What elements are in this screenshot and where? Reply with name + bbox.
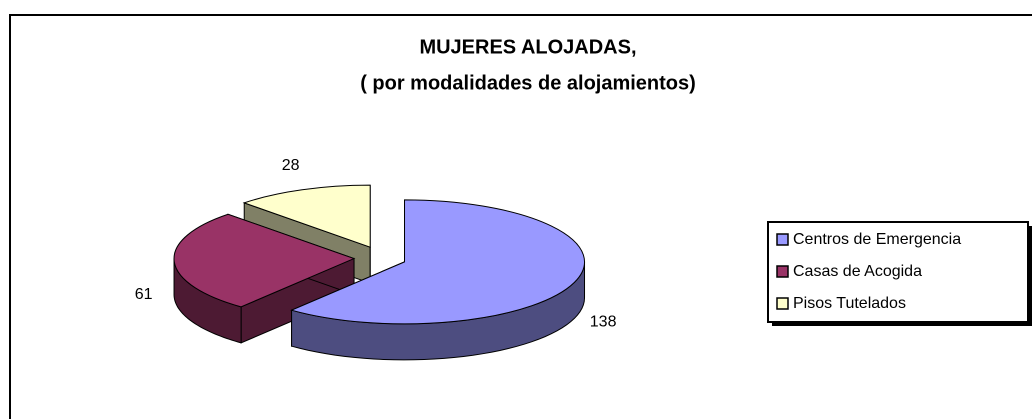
data-label: 61 bbox=[135, 286, 153, 303]
legend-label: Casas de Acogida bbox=[793, 263, 922, 280]
data-label: 138 bbox=[590, 313, 617, 330]
legend-label: Pisos Tutelados bbox=[793, 295, 906, 312]
legend-swatch bbox=[776, 265, 789, 278]
slice bbox=[290, 199, 585, 325]
chart-subtitle: ( por modalidades de alojamientos) bbox=[360, 72, 696, 94]
legend bbox=[767, 221, 1029, 323]
legend-swatch bbox=[776, 233, 789, 246]
slice bbox=[242, 184, 371, 248]
legend-label: Centros de Emergencia bbox=[793, 231, 961, 248]
chart-title: MUJERES ALOJADAS, bbox=[419, 36, 636, 58]
legend-swatch bbox=[776, 297, 789, 310]
data-label: 28 bbox=[282, 157, 300, 174]
slice bbox=[173, 213, 356, 308]
